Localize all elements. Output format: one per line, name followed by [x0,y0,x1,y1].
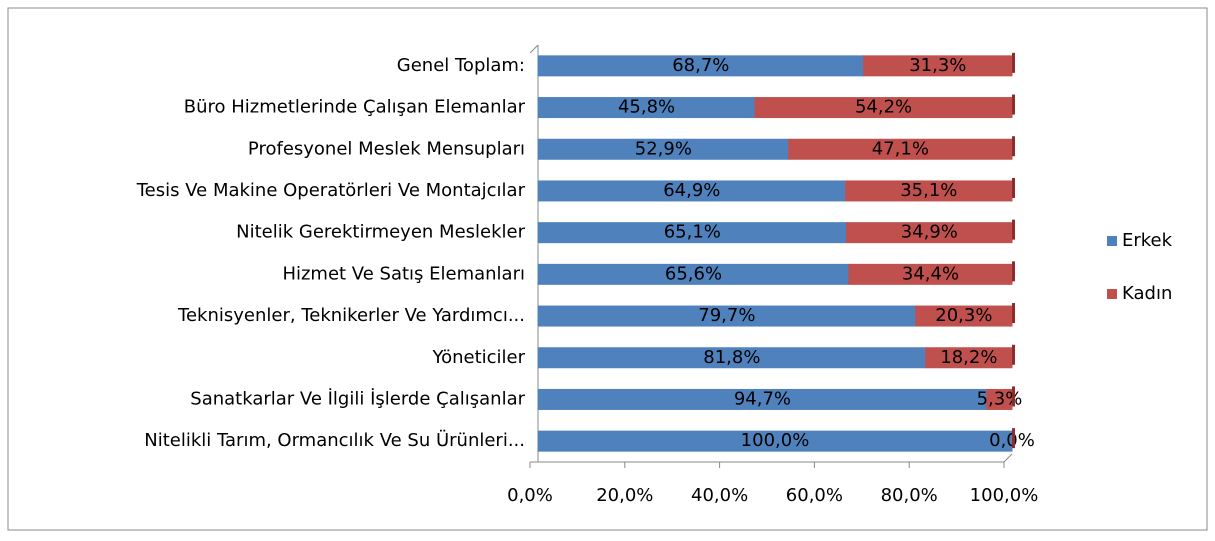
y-axis-depth [529,44,539,54]
bar-end [1012,136,1015,157]
value-label: 18,2% [940,347,997,368]
value-label: 100,0% [741,430,810,451]
x-tick-label: 20,0% [596,485,653,506]
value-label: 5,3% [977,388,1023,409]
y-tick-label: Profesyonel Meslek Mensupları [248,138,525,159]
value-label: 20,3% [935,305,992,326]
y-tick-label: Genel Toplam: [397,55,525,76]
bar-end [1012,94,1015,115]
bar-end [1012,344,1015,365]
value-label: 65,6% [665,263,722,284]
legend-label: Kadın [1122,283,1172,304]
value-label: 52,9% [635,138,692,159]
legend-label: Erkek [1122,230,1173,251]
y-tick-label: Büro Hizmetlerinde Çalışan Elemanlar [184,97,526,118]
value-label: 35,1% [900,180,957,201]
value-label: 45,8% [618,97,675,118]
bar-end [1012,52,1015,73]
y-tick-label: Hizmet Ve Satış Elemanları [282,263,525,284]
value-label: 31,3% [909,55,966,76]
value-label: 81,8% [703,347,760,368]
value-label: 79,7% [698,305,755,326]
value-label: 34,9% [901,222,958,243]
value-label: 68,7% [672,55,729,76]
y-tick-label: Sanatkarlar Ve İlgili İşlerde Çalışanlar [190,388,525,409]
bar-end [1012,219,1015,240]
y-tick-label: Teknisyenler, Teknikerler Ve Yardımcı... [177,305,525,326]
x-tick-label: 80,0% [881,485,938,506]
bar-end [1012,177,1015,198]
bar-end [1012,303,1015,324]
value-label: 34,4% [902,263,959,284]
value-label: 94,7% [734,388,791,409]
x-tick-label: 40,0% [691,485,748,506]
legend-swatch [1107,289,1117,299]
y-tick-label: Tesis Ve Makine Operatörleri Ve Montajcı… [136,180,526,201]
x-axis-depth [1003,453,1013,463]
bar-end [1012,261,1015,282]
legend-swatch [1107,236,1117,246]
x-tick-label: 60,0% [786,485,843,506]
bar-end [1012,428,1015,449]
value-label: 54,2% [855,97,912,118]
value-label: 64,9% [663,180,720,201]
x-tick-label: 100,0% [970,485,1039,506]
y-tick-label: Yöneticiler [431,347,525,368]
value-label: 47,1% [872,138,929,159]
y-tick-label: Nitelikli Tarım, Ormancılık Ve Su Ürünle… [144,429,525,451]
value-label: 65,1% [664,222,721,243]
x-tick-label: 0,0% [507,485,553,506]
y-tick-label: Nitelik Gerektirmeyen Meslekler [236,222,525,243]
bar-end [1012,386,1015,407]
